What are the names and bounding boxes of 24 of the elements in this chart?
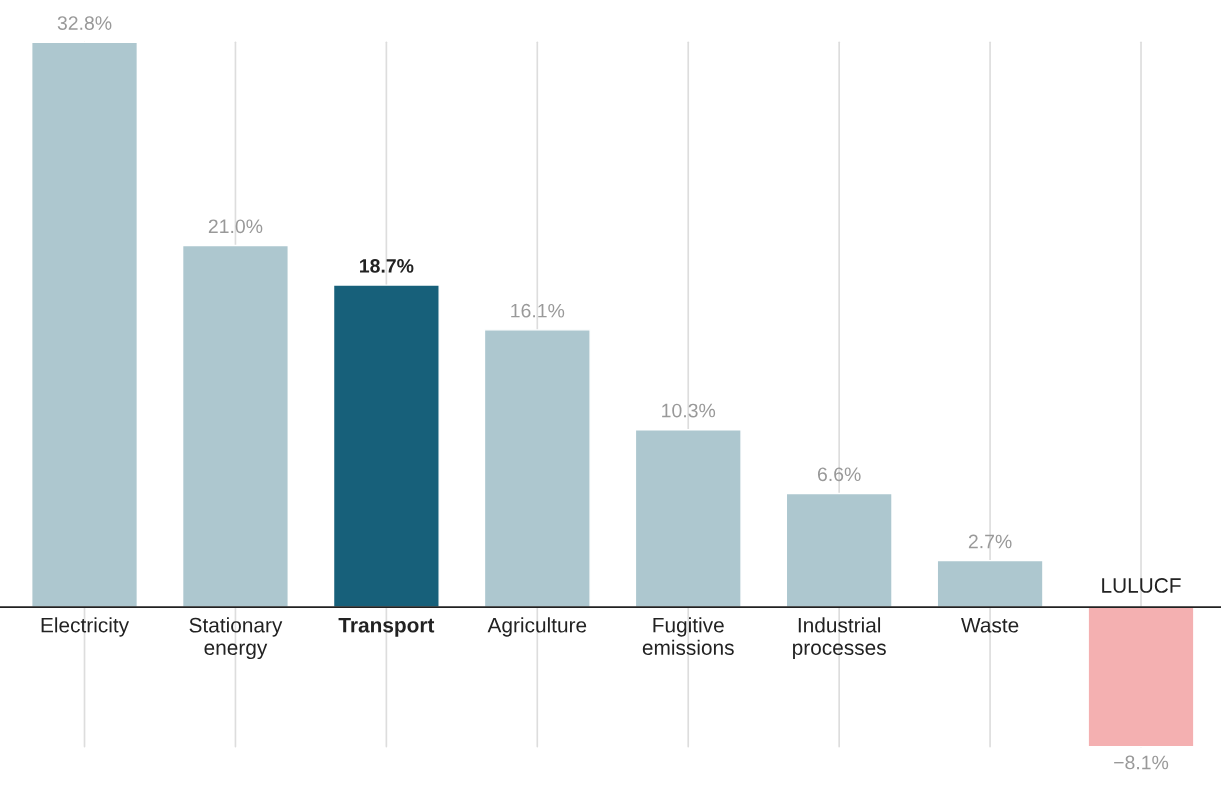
bar xyxy=(332,284,440,608)
x-tick-label: Industrial processes xyxy=(793,617,886,660)
bar xyxy=(1087,606,1195,748)
data-label: 6.6% xyxy=(817,467,861,482)
data-label: 16.1% xyxy=(511,303,565,318)
x-tick-label: Waste xyxy=(961,618,1019,633)
x-tick-label: Stationary energy xyxy=(189,617,283,660)
bar xyxy=(181,244,289,608)
data-label: 2.7% xyxy=(968,534,1012,549)
data-label: 10.3% xyxy=(662,403,716,418)
data-label: 21.0% xyxy=(208,219,263,234)
data-label: −8.1% xyxy=(1114,755,1169,770)
bar xyxy=(30,41,139,608)
bar xyxy=(483,329,591,608)
x-tick-label: LULUCF xyxy=(1102,578,1181,593)
bar xyxy=(634,429,742,608)
bar xyxy=(785,492,893,608)
x-tick-label: Fugitive emissions xyxy=(642,617,734,655)
x-tick-label: Electricity xyxy=(41,617,130,637)
data-label: 32.8% xyxy=(57,16,112,30)
x-tick-label: Agriculture xyxy=(487,617,587,637)
bar xyxy=(936,559,1044,608)
data-label: 18.7% xyxy=(360,259,414,273)
x-tick-label: Transport xyxy=(338,618,435,637)
